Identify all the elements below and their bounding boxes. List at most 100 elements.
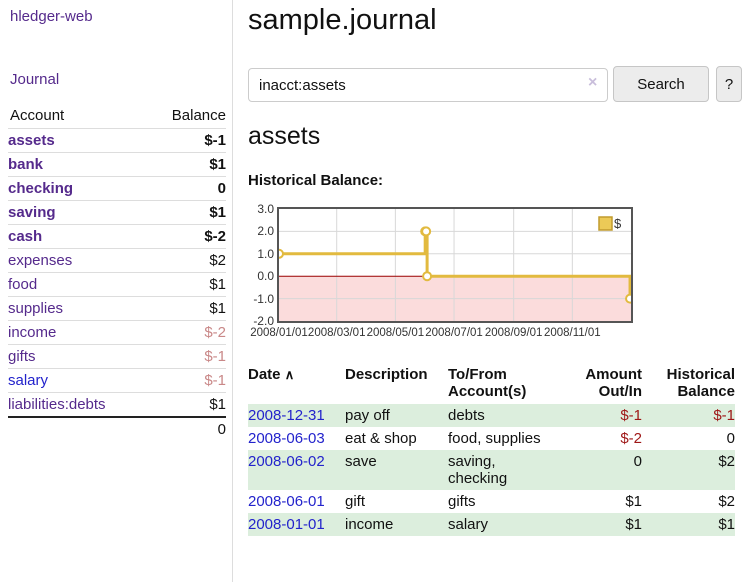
transaction-balance: $2 (718, 493, 735, 510)
accounts-header-account: Account (10, 107, 65, 124)
transaction-description: pay off (345, 407, 390, 424)
account-balance: $1 (146, 272, 226, 297)
account-row-salary: salary $-1 (8, 368, 226, 393)
transaction-amount: $-2 (620, 430, 642, 447)
account-heading: assets (248, 122, 321, 150)
transaction-balance: $1 (718, 516, 735, 533)
transaction-amount: $1 (625, 493, 642, 510)
transaction-amount: $-1 (620, 407, 642, 424)
register-header-date[interactable]: Date ∧ (248, 366, 295, 383)
account-row-supplies: supplies $1 (8, 296, 226, 321)
x-axis-tick: 2008/01/01 (250, 327, 308, 339)
account-row-gifts: gifts $-1 (8, 344, 226, 369)
y-axis-tick: -1.0 (253, 291, 274, 306)
clear-search-icon[interactable]: × (588, 74, 598, 91)
account-link-bank[interactable]: bank (8, 156, 44, 173)
x-axis-tick: 2008/11/01 (543, 327, 601, 339)
transaction-balance: $2 (718, 453, 735, 470)
register-row: 2008-06-03 eat & shop food, supplies $-2… (248, 427, 735, 450)
account-row-food: food $1 (8, 272, 226, 297)
chart-title: Historical Balance: (248, 172, 384, 189)
transaction-date-link[interactable]: 2008-06-02 (248, 453, 325, 470)
account-link-income[interactable]: income (8, 324, 57, 341)
account-balance: $1 (146, 152, 226, 177)
y-axis-tick: 1.0 (257, 246, 274, 261)
balance-chart: $ (277, 207, 633, 323)
accounts-total-row: 0 (8, 416, 226, 441)
register-row: 2008-01-01 income salary $1 $1 (248, 513, 735, 536)
register-row: 2008-12-31 pay off debts $-1 $-1 (248, 404, 735, 427)
account-balance: $2 (146, 248, 226, 273)
transaction-accounts: saving, checking (448, 453, 508, 487)
register-row: 2008-06-02 save saving, checking 0 $2 (248, 450, 735, 490)
transaction-description: save (345, 453, 377, 470)
account-balance: $-2 (146, 224, 226, 249)
page-title: sample.journal (248, 4, 437, 36)
svg-text:$: $ (614, 216, 622, 231)
account-balance: $-2 (146, 320, 226, 345)
account-link-gifts[interactable]: gifts (8, 348, 36, 365)
account-link-supplies[interactable]: supplies (8, 300, 64, 317)
account-balance: $-1 (146, 368, 226, 393)
account-link-food[interactable]: food (8, 276, 38, 293)
transaction-date-link[interactable]: 2008-06-03 (248, 430, 325, 447)
account-link-cash[interactable]: cash (8, 228, 43, 245)
transaction-accounts: food, supplies (448, 430, 541, 447)
account-row-expenses: expenses $2 (8, 248, 226, 273)
transaction-description: eat & shop (345, 430, 417, 447)
transaction-amount: $1 (625, 516, 642, 533)
transaction-accounts: salary (448, 516, 489, 533)
brand-link[interactable]: hledger-web (10, 8, 93, 25)
transaction-description: gift (345, 493, 366, 510)
y-axis-tick: -2.0 (253, 314, 274, 328)
account-balance: $1 (146, 200, 226, 225)
account-balance: $-1 (146, 128, 226, 153)
search-button[interactable]: Search (613, 66, 709, 102)
account-row-checking: checking 0 (8, 176, 226, 201)
account-balance: 0 (146, 176, 226, 201)
transaction-description: income (345, 516, 394, 533)
transaction-accounts: gifts (448, 493, 476, 510)
sidebar-item-journal[interactable]: Journal (10, 71, 60, 88)
y-axis-tick: 0.0 (257, 269, 274, 284)
y-axis-tick: 2.0 (257, 224, 274, 239)
x-axis-tick: 2008/05/01 (366, 327, 425, 339)
register-header-accounts: To/From Account(s) (448, 366, 527, 400)
accounts-header-balance: Balance (171, 107, 226, 124)
help-button[interactable]: ? (716, 66, 742, 102)
account-row-saving: saving $1 (8, 200, 226, 225)
transaction-date-link[interactable]: 2008-01-01 (248, 516, 325, 533)
register-table: Date ∧ Description To/From Account(s) Am… (248, 364, 735, 536)
account-link-assets[interactable]: assets (8, 132, 55, 149)
account-link-salary[interactable]: salary (8, 372, 49, 389)
register-header-amount: Amount Out/In (585, 366, 642, 400)
x-axis-tick: 2008/07/01 (425, 327, 483, 339)
x-axis-tick: 2008/09/01 (484, 327, 543, 339)
accounts-table: Account Balance assets $-1 bank $1 check… (8, 104, 226, 441)
transaction-date-link[interactable]: 2008-06-01 (248, 493, 325, 510)
register-header-row: Date ∧ Description To/From Account(s) Am… (248, 364, 735, 404)
account-row-liabilities-debts: liabilities:debts $1 (8, 392, 226, 417)
accounts-total-balance: 0 (146, 416, 226, 441)
account-balance: $1 (146, 296, 226, 321)
main-content: sample.journal × Search ? assets Histori… (248, 0, 742, 582)
sort-asc-icon: ∧ (284, 367, 295, 382)
register-row: 2008-06-01 gift gifts $1 $2 (248, 490, 735, 513)
transaction-date-link[interactable]: 2008-12-31 (248, 407, 325, 424)
account-link-liabilities-debts[interactable]: liabilities:debts (8, 396, 106, 413)
account-balance: $-1 (146, 344, 226, 369)
transaction-balance: $-1 (713, 407, 735, 424)
transaction-amount: 0 (633, 453, 642, 470)
register-header-balance: Historical Balance (666, 366, 735, 400)
account-row-assets: assets $-1 (8, 128, 226, 153)
sidebar: hledger-web Journal Account Balance asse… (0, 0, 233, 582)
search-bar: × Search ? (248, 66, 742, 102)
account-balance: $1 (146, 392, 226, 417)
accounts-header-row: Account Balance (8, 104, 226, 129)
search-input[interactable] (248, 68, 608, 102)
account-link-saving[interactable]: saving (8, 204, 56, 221)
register-header-description: Description (345, 366, 428, 383)
account-link-expenses[interactable]: expenses (8, 252, 73, 269)
account-link-checking[interactable]: checking (8, 180, 74, 197)
